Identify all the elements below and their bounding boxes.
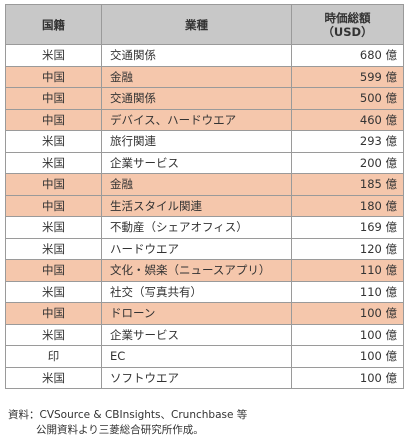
table-row: 米国 企業サービス 200 億 <box>5 151 404 174</box>
header-value-line1: 時価総額 <box>324 10 371 25</box>
cell-industry: 生活スタイル関連 <box>101 194 292 217</box>
cell-value: 100 億 <box>291 323 404 346</box>
cell-value: 120 億 <box>291 237 404 260</box>
cell-value: 200 億 <box>291 151 404 174</box>
cell-country: 中国 <box>5 259 102 282</box>
table-row: 米国 社交（写真共有） 110 億 <box>5 280 404 303</box>
cell-country: 米国 <box>5 280 102 303</box>
cell-value: 599 億 <box>291 65 404 88</box>
cell-value: 185 億 <box>291 173 404 196</box>
cell-industry: 文化・娯楽（ニュースアプリ） <box>101 259 292 282</box>
cell-value: 680 億 <box>291 44 404 67</box>
cell-value: 500 億 <box>291 87 404 110</box>
table-row: 中国 生活スタイル関連 180 億 <box>5 194 404 217</box>
table-row: 印 EC 100 億 <box>5 345 404 368</box>
cell-industry: EC <box>101 345 292 368</box>
cell-country: 米国 <box>5 151 102 174</box>
cell-industry: 不動産（シェアオフィス） <box>101 216 292 239</box>
header-value: 時価総額 （USD） <box>291 4 404 45</box>
cell-industry: 企業サービス <box>101 323 292 346</box>
cell-industry: 企業サービス <box>101 151 292 174</box>
table-row: 中国 金融 185 億 <box>5 173 404 196</box>
cell-country: 米国 <box>5 366 102 389</box>
cell-country: 中国 <box>5 173 102 196</box>
cell-industry: 社交（写真共有） <box>101 280 292 303</box>
source-note: 資料：CVSource & CBInsights、Crunchbase 等 公開… <box>8 408 247 438</box>
table-row: 中国 文化・娯楽（ニュースアプリ） 110 億 <box>5 259 404 282</box>
cell-industry: ドローン <box>101 302 292 325</box>
cell-country: 中国 <box>5 302 102 325</box>
table-row: 中国 交通関係 500 億 <box>5 87 404 110</box>
cell-industry: ソフトウエア <box>101 366 292 389</box>
cell-country: 中国 <box>5 65 102 88</box>
table-row: 中国 ドローン 100 億 <box>5 302 404 325</box>
cell-country: 中国 <box>5 108 102 131</box>
cell-country: 米国 <box>5 44 102 67</box>
cell-country: 中国 <box>5 87 102 110</box>
table-row: 米国 旅行関連 293 億 <box>5 130 404 153</box>
table-row: 米国 交通関係 680 億 <box>5 44 404 67</box>
cell-value: 169 億 <box>291 216 404 239</box>
table-row: 米国 不動産（シェアオフィス） 169 億 <box>5 216 404 239</box>
table-row: 中国 金融 599 億 <box>5 65 404 88</box>
cell-industry: 金融 <box>101 173 292 196</box>
table-row: 米国 ソフトウエア 100 億 <box>5 366 404 389</box>
cell-value: 110 億 <box>291 280 404 303</box>
cell-country: 米国 <box>5 323 102 346</box>
cell-industry: 交通関係 <box>101 87 292 110</box>
cell-value: 100 億 <box>291 366 404 389</box>
cell-industry: 旅行関連 <box>101 130 292 153</box>
cell-value: 100 億 <box>291 345 404 368</box>
cell-country: 印 <box>5 345 102 368</box>
header-country: 国籍 <box>5 4 102 45</box>
cell-industry: デバイス、ハードウエア <box>101 108 292 131</box>
header-value-line2: （USD） <box>322 24 373 39</box>
cell-value: 293 億 <box>291 130 404 153</box>
unicorn-table: 国籍 業種 時価総額 （USD） 米国 交通関係 680 億中国 金融 599 億中国交… <box>5 4 404 389</box>
table-row: 中国 デバイス、ハードウエア 460 億 <box>5 108 404 131</box>
cell-value: 110 億 <box>291 259 404 282</box>
table-row: 米国 企業サービス 100 億 <box>5 323 404 346</box>
cell-country: 中国 <box>5 194 102 217</box>
unicorn-table-container: 国籍 業種 時価総額 （USD） 米国 交通関係 680 億中国 金融 599 億中国交… <box>5 4 404 389</box>
table-header-row: 国籍 業種 時価総額 （USD） <box>5 4 404 45</box>
cell-country: 米国 <box>5 130 102 153</box>
cell-value: 100 億 <box>291 302 404 325</box>
cell-country: 米国 <box>5 237 102 260</box>
cell-value: 180 億 <box>291 194 404 217</box>
table-body: 米国 交通関係 680 億中国 金融 599 億中国 交通関係 500 億中国 デバイス、ハー… <box>5 44 404 389</box>
cell-industry: ハードウエア <box>101 237 292 260</box>
cell-value: 460 億 <box>291 108 404 131</box>
cell-industry: 金融 <box>101 65 292 88</box>
cell-country: 米国 <box>5 216 102 239</box>
header-industry: 業種 <box>101 4 292 45</box>
cell-industry: 交通関係 <box>101 44 292 67</box>
source-note-line2: 公開資料より三菱総合研究所作成。 <box>36 424 204 436</box>
table-row: 米国 ハードウエア 120 億 <box>5 237 404 260</box>
source-note-line1: 資料：CVSource & CBInsights、Crunchbase 等 <box>8 409 248 421</box>
